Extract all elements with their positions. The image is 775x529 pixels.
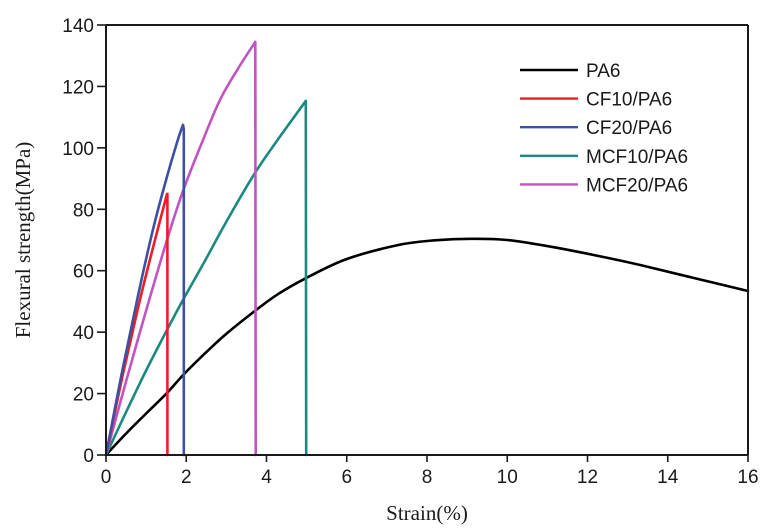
legend: PA6 CF10/PA6 CF20/PA6 MCF10/PA6 MCF20/PA6 — [520, 61, 688, 196]
y-tick-label: 80 — [73, 200, 94, 221]
y-tick-label: 20 — [73, 385, 94, 406]
y-ticks: 0 20 40 60 80 100 120 140 — [62, 16, 106, 467]
x-tick-label: 2 — [181, 467, 192, 488]
y-tick-label: 60 — [73, 262, 94, 283]
series-line-mcf20-pa6 — [104, 40, 257, 457]
x-tick-label: 6 — [341, 467, 352, 488]
series-line-mcf10-pa6 — [104, 99, 308, 457]
x-tick-label: 10 — [497, 467, 518, 488]
series-line-cf10-pa6 — [104, 192, 169, 457]
legend-item: MCF10/PA6 — [520, 147, 688, 168]
x-tick-label: 4 — [261, 467, 272, 488]
legend-item: PA6 — [520, 61, 621, 82]
legend-label: MCF10/PA6 — [586, 147, 688, 168]
x-tick-label: 0 — [101, 467, 112, 488]
series-line-cf20-pa6 — [104, 123, 186, 457]
x-ticks: 0 2 4 6 8 10 12 14 16 — [101, 455, 759, 488]
x-tick-label: 14 — [657, 467, 679, 488]
x-tick-label: 12 — [577, 467, 598, 488]
y-tick-label: 120 — [62, 77, 94, 98]
legend-item: MCF20/PA6 — [520, 175, 688, 196]
series-line-pa6 — [104, 237, 750, 457]
legend-label: MCF20/PA6 — [586, 175, 688, 196]
y-tick-label: 40 — [73, 323, 94, 344]
x-axis-title: Strain(%) — [386, 501, 468, 525]
y-tick-label: 0 — [83, 446, 94, 467]
legend-label: PA6 — [586, 61, 621, 82]
y-tick-label: 140 — [62, 16, 94, 37]
x-tick-label: 8 — [422, 467, 433, 488]
y-axis-title: Flexural strength(MPa) — [11, 142, 35, 339]
legend-label: CF20/PA6 — [586, 118, 672, 139]
legend-label: CF10/PA6 — [586, 90, 672, 111]
legend-item: CF10/PA6 — [520, 90, 672, 111]
legend-item: CF20/PA6 — [520, 118, 672, 139]
x-tick-label: 16 — [737, 467, 758, 488]
y-tick-label: 100 — [62, 139, 94, 160]
series-layer — [104, 40, 750, 457]
